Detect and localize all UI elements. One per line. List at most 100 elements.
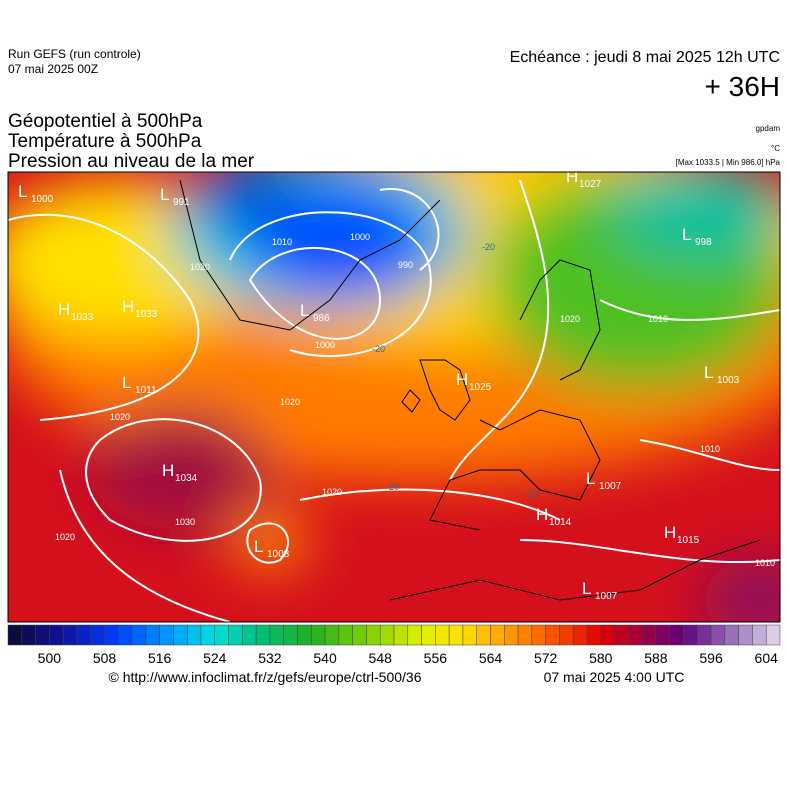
colorbar-cell [641, 624, 657, 646]
center-value: 1033 [135, 309, 158, 320]
center-kind: L [582, 579, 591, 598]
colorbar-cell [366, 624, 381, 646]
colorbar-cell [393, 624, 409, 646]
field-label: Pression au niveau de la mer [8, 151, 255, 172]
colorbar-tick-label: 572 [534, 650, 558, 666]
center-value: 986 [313, 313, 330, 324]
field-label: Géopotentiel à 500hPa [8, 111, 203, 132]
colorbar-cell [131, 624, 147, 646]
colorbar-cell [765, 624, 781, 646]
colorbar-cell [7, 624, 23, 646]
colorbar-cell [476, 624, 491, 646]
center-value: 1034 [175, 473, 198, 484]
center-kind: L [254, 537, 263, 556]
colorbar-cell [242, 624, 257, 646]
colorbar-cell [614, 624, 629, 646]
colorbar-cell [352, 624, 367, 646]
temp-label: -20 [482, 242, 495, 252]
center-value: 1011 [135, 385, 157, 396]
run-label: Run GEFS (run controle) [8, 47, 141, 61]
center-kind: L [586, 469, 595, 488]
center-kind: L [18, 182, 27, 201]
colorbar-cell [311, 624, 326, 646]
center-kind: H [122, 297, 134, 316]
center-value: 1033 [71, 312, 94, 323]
temp-label: -20 [372, 344, 385, 354]
colorbar-cell [407, 624, 422, 646]
colorbar-tick-label: 596 [699, 650, 723, 666]
center-value: 1003 [717, 375, 740, 386]
colorbar-tick-label: 556 [424, 650, 448, 666]
isobar-label: 1020 [110, 412, 130, 422]
colorbar-tick-label: 516 [148, 650, 172, 666]
center-value: 1007 [599, 481, 622, 492]
colorbar-cell [90, 624, 105, 646]
colorbar-tick-label: 524 [203, 650, 227, 666]
center-kind: L [300, 301, 309, 320]
center-value: 1025 [469, 382, 492, 393]
colorbar-cell [490, 624, 505, 646]
isobar-label: 1010 [648, 314, 668, 324]
colorbar-tick-label: 548 [369, 650, 393, 666]
colorbar-cell [145, 624, 160, 646]
colorbar-cell [62, 624, 78, 646]
colorbar-cell [462, 624, 477, 646]
colorbar-tick-label: 508 [93, 650, 117, 666]
center-kind: H [162, 461, 174, 480]
center-kind: L [682, 225, 691, 244]
colorbar-cell [159, 624, 174, 646]
coastlines [179, 179, 761, 601]
colorbar-cell [173, 624, 188, 646]
colorbar-tick-label: 604 [755, 650, 779, 666]
colorbar-cell [586, 624, 602, 646]
isobar-label: 1030 [175, 517, 195, 527]
unit-label: °C [771, 144, 780, 153]
colorbar-cell [338, 624, 353, 646]
colorbar-cell [738, 624, 753, 646]
isobar-label: 1010 [272, 237, 292, 247]
center-value: 1000 [31, 194, 54, 205]
center-kind: L [704, 363, 713, 382]
center-kind: H [456, 370, 468, 389]
colorbar-cell [35, 624, 50, 646]
colorbar-tick-label: 500 [38, 650, 62, 666]
center-value: 1027 [579, 179, 602, 190]
isobar-label: 1000 [315, 340, 335, 350]
colorbar-cell [435, 624, 450, 646]
center-kind: H [58, 300, 70, 319]
colorbar-cell [724, 624, 739, 646]
colorbar-cell [200, 624, 216, 646]
center-kind: H [566, 167, 578, 186]
issue-time: 07 mai 2025 4:00 UTC [544, 669, 685, 685]
colorbar-cell [283, 624, 298, 646]
isobars [8, 179, 780, 622]
center-value: 1008 [267, 549, 290, 560]
colorbar-cell [228, 624, 243, 646]
colorbar-tick-label: 532 [258, 650, 282, 666]
colorbar-cell [297, 624, 312, 646]
isobar-label: 1020 [280, 397, 300, 407]
isobar-label: 1020 [55, 532, 75, 542]
center-value: 991 [173, 197, 190, 208]
colorbar-cell [669, 624, 684, 646]
colorbar-tick-label: 580 [589, 650, 613, 666]
temp-label: -20 [525, 489, 538, 499]
colorbar-cell [118, 624, 133, 646]
colorbar-cell [49, 624, 64, 646]
center-kind: L [122, 373, 131, 392]
unit-label: [Max 1033.5 | Min 986.0] hPa [676, 158, 781, 167]
isobar-label: 1020 [190, 262, 210, 272]
colorbar-cell [655, 624, 670, 646]
run-date: 07 mai 2025 00Z [8, 62, 98, 76]
isobar-label: 1020 [560, 314, 580, 324]
colorbar-cell [269, 624, 284, 646]
field-label: Température à 500hPa [8, 131, 202, 152]
colorbar-cell [559, 624, 574, 646]
center-value: 1015 [677, 535, 700, 546]
colorbar-tick-label: 564 [479, 650, 503, 666]
colorbar-cell [531, 624, 546, 646]
colorbar-cell [379, 624, 395, 646]
colorbar-cell [76, 624, 91, 646]
colorbar-cell [545, 624, 560, 646]
